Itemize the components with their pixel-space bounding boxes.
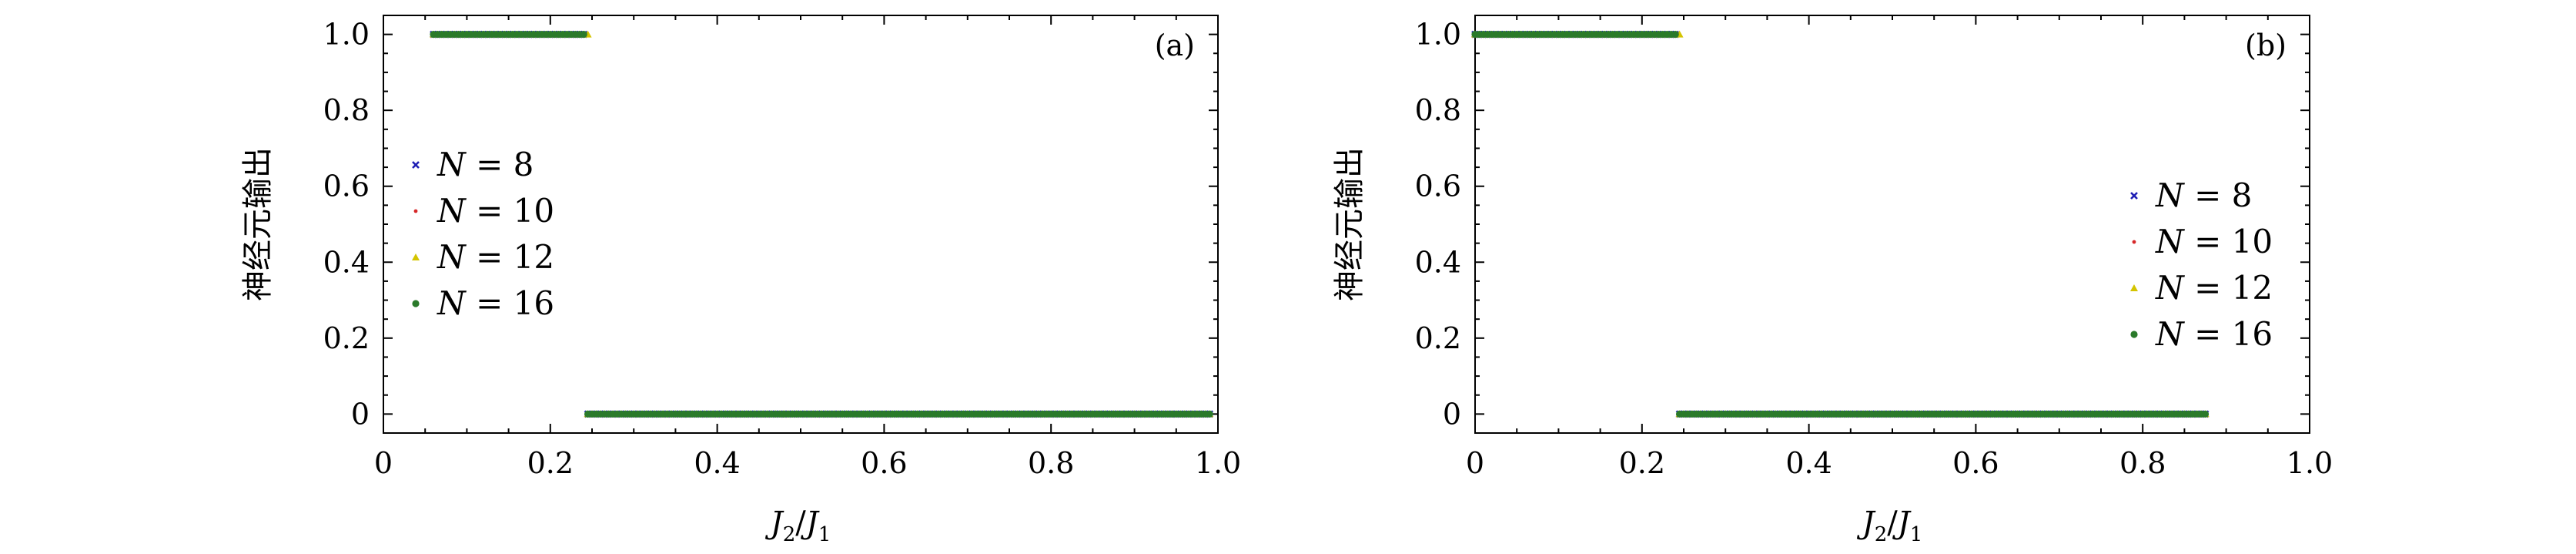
legend: N = 8 N = 10 N = 12 N = 16 bbox=[2130, 176, 2273, 353]
y-tick-label: 0 bbox=[1443, 397, 1461, 431]
y-tick-label: 0.4 bbox=[1415, 245, 1461, 279]
y-tick-label: 0 bbox=[351, 397, 370, 431]
series-n=16 bbox=[430, 31, 1213, 418]
y-tick-label: 1.0 bbox=[1415, 18, 1461, 52]
legend-marker bbox=[2130, 284, 2138, 291]
y-tick-label: 0.2 bbox=[1415, 321, 1461, 355]
data-point bbox=[580, 31, 587, 39]
chart-panel-b: 0 0.2 0.4 0.6 0.8 1.000.20.40.60.81.0J2/J1神经元… bbox=[1332, 15, 2333, 546]
legend-marker bbox=[412, 253, 420, 260]
data-point bbox=[2201, 410, 2210, 418]
y-tick-label: 0.6 bbox=[323, 170, 370, 203]
y-tick-label: 0.4 bbox=[323, 245, 370, 279]
x-axis-label-sub: 1 bbox=[1910, 523, 1923, 546]
x-axis-label-sub: 1 bbox=[818, 523, 831, 546]
x-tick-label: 0.8 bbox=[2119, 446, 2166, 480]
y-tick-label: 0.8 bbox=[1415, 93, 1461, 127]
legend-marker bbox=[2130, 331, 2138, 338]
legend-label: N = 12 bbox=[2155, 269, 2273, 307]
legend-label: N = 8 bbox=[437, 146, 534, 183]
legend: N = 8 N = 10 N = 12 N = 16 bbox=[412, 146, 554, 322]
x-tick-label: 0.4 bbox=[1785, 446, 1832, 480]
series-n=12 bbox=[1471, 30, 2210, 418]
legend-label: N = 12 bbox=[437, 238, 554, 276]
x-tick-label: 0.4 bbox=[694, 446, 740, 480]
panel-label: (b) bbox=[2245, 29, 2287, 62]
y-axis-label: 神经元输出 bbox=[1332, 147, 1367, 301]
legend-marker bbox=[2132, 240, 2136, 244]
y-tick-label: 0.2 bbox=[323, 321, 370, 355]
legend-marker bbox=[2130, 192, 2138, 200]
series-n=16 bbox=[1471, 31, 2210, 418]
legend-label: N = 16 bbox=[2155, 315, 2273, 353]
chart-panel-a: 0 0.2 0.4 0.6 0.8 1.000.20.40.60.81.0J2/J1神经元… bbox=[240, 15, 1241, 546]
legend-marker bbox=[412, 300, 420, 307]
x-tick-label: 0.6 bbox=[1952, 446, 1999, 480]
x-axis-label-slash: / bbox=[795, 505, 806, 541]
legend-label: N = 10 bbox=[2155, 223, 2273, 260]
x-tick-label: 0.2 bbox=[527, 446, 574, 480]
x-tick-label: 1.0 bbox=[2287, 446, 2333, 480]
x-tick-label: 0.6 bbox=[861, 446, 907, 480]
x-axis-label-sub: 2 bbox=[783, 523, 796, 546]
legend-marker bbox=[412, 161, 420, 169]
x-axis-label-j: J bbox=[1857, 505, 1876, 541]
y-tick-label: 0.8 bbox=[323, 93, 370, 127]
x-axis-label: J2/J1 bbox=[765, 505, 831, 546]
data-point bbox=[1671, 31, 1679, 39]
series-n=10 bbox=[1473, 32, 2207, 416]
data-point bbox=[1206, 410, 1213, 418]
legend-marker bbox=[413, 209, 418, 213]
legend-label: N = 8 bbox=[2155, 176, 2252, 214]
x-axis-label-j: J bbox=[765, 505, 785, 541]
series-n=8 bbox=[1471, 30, 2210, 418]
legend-label: N = 16 bbox=[437, 284, 554, 322]
x-tick-label: 0.8 bbox=[1028, 446, 1074, 480]
legend-label: N = 10 bbox=[437, 192, 554, 230]
x-tick-label: 0 bbox=[374, 446, 393, 480]
x-axis-label: J2/J1 bbox=[1857, 505, 1923, 546]
x-tick-label: 0.2 bbox=[1619, 446, 1665, 480]
x-axis-label-slash: / bbox=[1887, 505, 1898, 541]
y-axis-label: 神经元输出 bbox=[240, 147, 276, 301]
x-tick-label: 1.0 bbox=[1195, 446, 1241, 480]
y-tick-label: 0.6 bbox=[1415, 170, 1461, 203]
x-tick-label: 0 bbox=[1466, 446, 1484, 480]
x-axis-label-sub: 2 bbox=[1875, 523, 1888, 546]
panel-label: (a) bbox=[1155, 29, 1195, 62]
y-tick-label: 1.0 bbox=[323, 18, 370, 52]
